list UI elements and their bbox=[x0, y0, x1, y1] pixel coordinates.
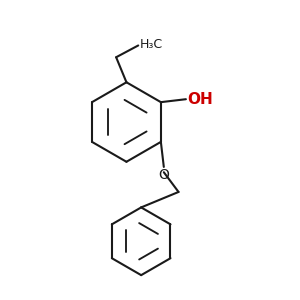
Text: H₃C: H₃C bbox=[140, 38, 163, 50]
Text: OH: OH bbox=[188, 92, 213, 107]
Text: O: O bbox=[158, 168, 169, 182]
